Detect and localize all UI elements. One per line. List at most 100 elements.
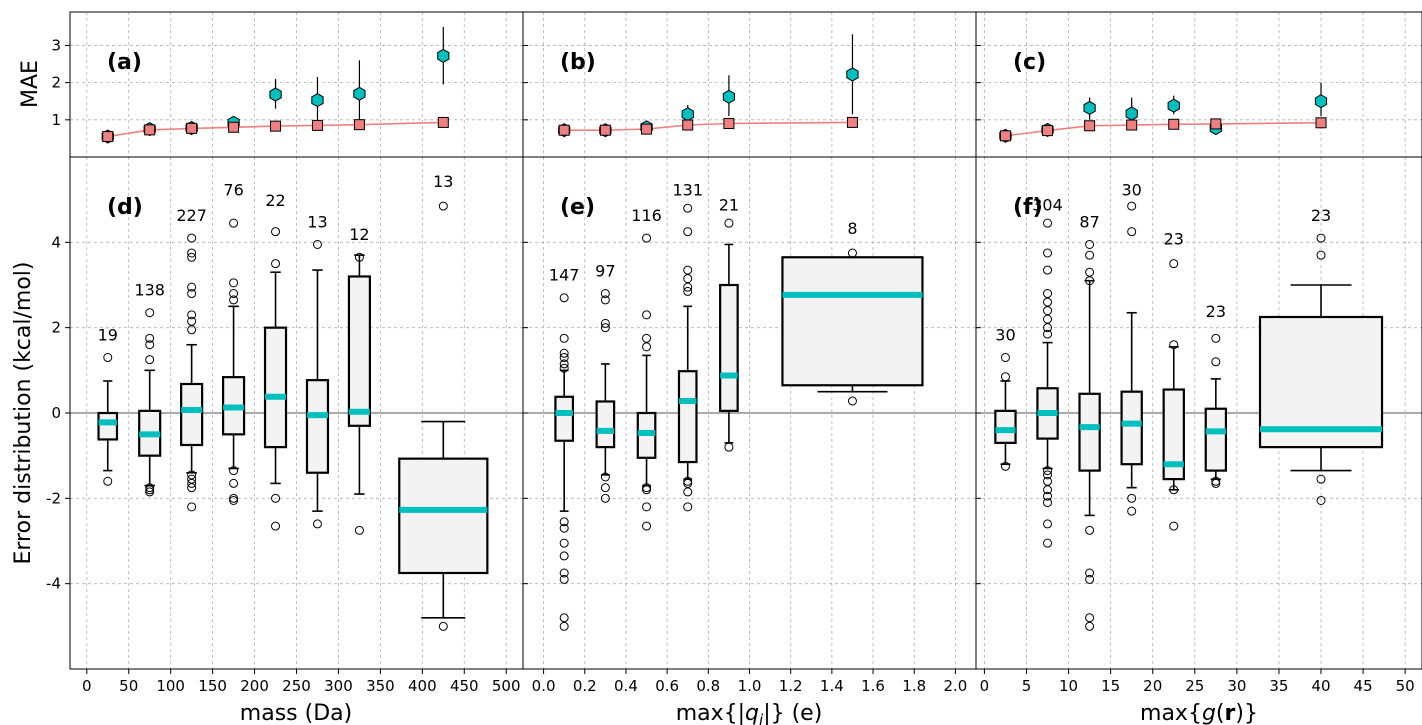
- x-tick-label: 25: [1185, 677, 1204, 695]
- outlier-point: [187, 478, 197, 488]
- x-tick-label: 1.2: [779, 677, 803, 695]
- outlier-point: [642, 521, 652, 531]
- y-tick-label: 2: [51, 319, 61, 337]
- outlier-point: [229, 478, 239, 488]
- outlier-point: [229, 218, 239, 228]
- box-body: [97, 411, 119, 441]
- outlier-point: [642, 485, 652, 495]
- outlier-point: [187, 289, 197, 299]
- hexagon-point: [722, 89, 735, 104]
- outlier-point: [1169, 340, 1179, 350]
- outlier-point: [600, 493, 610, 503]
- sample-count-label: 23: [1311, 206, 1331, 225]
- box-f: 23: [1204, 302, 1228, 488]
- box-d: 76: [221, 180, 246, 505]
- outlier-point: [103, 353, 113, 363]
- outlier-point: [724, 218, 734, 228]
- square-point: [558, 124, 570, 136]
- outlier-point: [683, 478, 693, 488]
- sample-count-label: 21: [719, 195, 739, 214]
- outlier-point: [1085, 574, 1095, 584]
- sample-count-label: 30: [995, 325, 1015, 344]
- outlier-point: [683, 502, 693, 512]
- outlier-point: [1085, 250, 1095, 260]
- outlier-point: [1000, 461, 1010, 471]
- y-tick-label: 1: [51, 111, 61, 129]
- square-point: [1210, 118, 1222, 130]
- outlier-point: [1043, 466, 1053, 476]
- outlier-point: [847, 396, 857, 406]
- hexagon-point: [681, 107, 694, 122]
- mae-panel-a: 1 2 3 (a): [51, 11, 524, 158]
- sample-count-label: 87: [1079, 212, 1099, 231]
- outlier-point: [187, 310, 197, 320]
- box-f: 30: [1120, 180, 1143, 516]
- outlier-point: [187, 470, 197, 480]
- box-f: 87: [1078, 212, 1101, 631]
- outlier-point: [683, 265, 693, 275]
- mae-square-line: [564, 121, 853, 131]
- outlier-point: [1043, 323, 1053, 333]
- hexagon-point: [1314, 94, 1328, 109]
- square-point: [641, 123, 653, 135]
- sample-count-label: 138: [134, 281, 165, 300]
- outlier-point: [683, 282, 693, 292]
- outlier-point: [600, 318, 610, 328]
- outlier-point: [683, 203, 693, 213]
- box-body: [677, 370, 698, 464]
- outlier-point: [187, 282, 197, 292]
- outlier-point: [1211, 357, 1221, 367]
- square-point: [1084, 120, 1096, 132]
- box-body: [1120, 390, 1143, 466]
- mass-axis-label: mass (Da): [240, 701, 352, 725]
- sample-count-label: 97: [595, 261, 615, 280]
- outlier-point: [600, 323, 610, 333]
- outlier-point: [1043, 485, 1053, 495]
- box-d: 13: [398, 172, 489, 631]
- outlier-point: [683, 227, 693, 237]
- square-point: [846, 116, 858, 128]
- outlier-point: [145, 340, 155, 350]
- sample-count-label: 12: [349, 225, 369, 244]
- outlier-point: [1043, 306, 1053, 316]
- x-tick-label: 300: [324, 677, 353, 695]
- x-tick-label: 0.0: [532, 677, 556, 695]
- box-body: [1162, 388, 1185, 481]
- square-point: [270, 120, 282, 132]
- x-tick-label: 0.2: [573, 677, 597, 695]
- outlier-point: [229, 493, 239, 503]
- outlier-point: [559, 293, 569, 303]
- square-point: [437, 116, 449, 128]
- x-tick-label: 10: [1059, 677, 1078, 695]
- outlier-point: [642, 233, 652, 243]
- outlier-point: [683, 286, 693, 296]
- outlier-point: [1043, 538, 1053, 548]
- square-point: [999, 130, 1011, 142]
- outlier-point: [1127, 493, 1137, 503]
- sample-count-label: 13: [307, 212, 327, 231]
- outlier-point: [847, 248, 857, 258]
- outlier-point: [559, 333, 569, 343]
- outlier-point: [187, 248, 197, 258]
- panel-label: (d): [107, 195, 143, 220]
- outlier-point: [1085, 239, 1095, 249]
- panel-label: (a): [107, 50, 142, 75]
- x-tick-label: 400: [408, 677, 437, 695]
- outlier-point: [1043, 297, 1053, 307]
- y-tick-label: 4: [51, 233, 61, 251]
- box-d: 12: [347, 225, 372, 535]
- outlier-point: [559, 538, 569, 548]
- box-f: 23: [1162, 229, 1185, 531]
- outlier-point: [1211, 476, 1221, 486]
- outlier-point: [187, 502, 197, 512]
- outlier-point: [187, 483, 197, 493]
- box-d: 22: [263, 191, 288, 531]
- outlier-point: [559, 363, 569, 373]
- x-tick-label: 0.8: [696, 677, 720, 695]
- box-body: [305, 379, 330, 474]
- x-tick-label: 1.0: [738, 677, 762, 695]
- gr-axis-label: max{g(r)}: [1140, 701, 1258, 725]
- outlier-point: [1043, 329, 1053, 339]
- panel-label: (b): [560, 50, 596, 75]
